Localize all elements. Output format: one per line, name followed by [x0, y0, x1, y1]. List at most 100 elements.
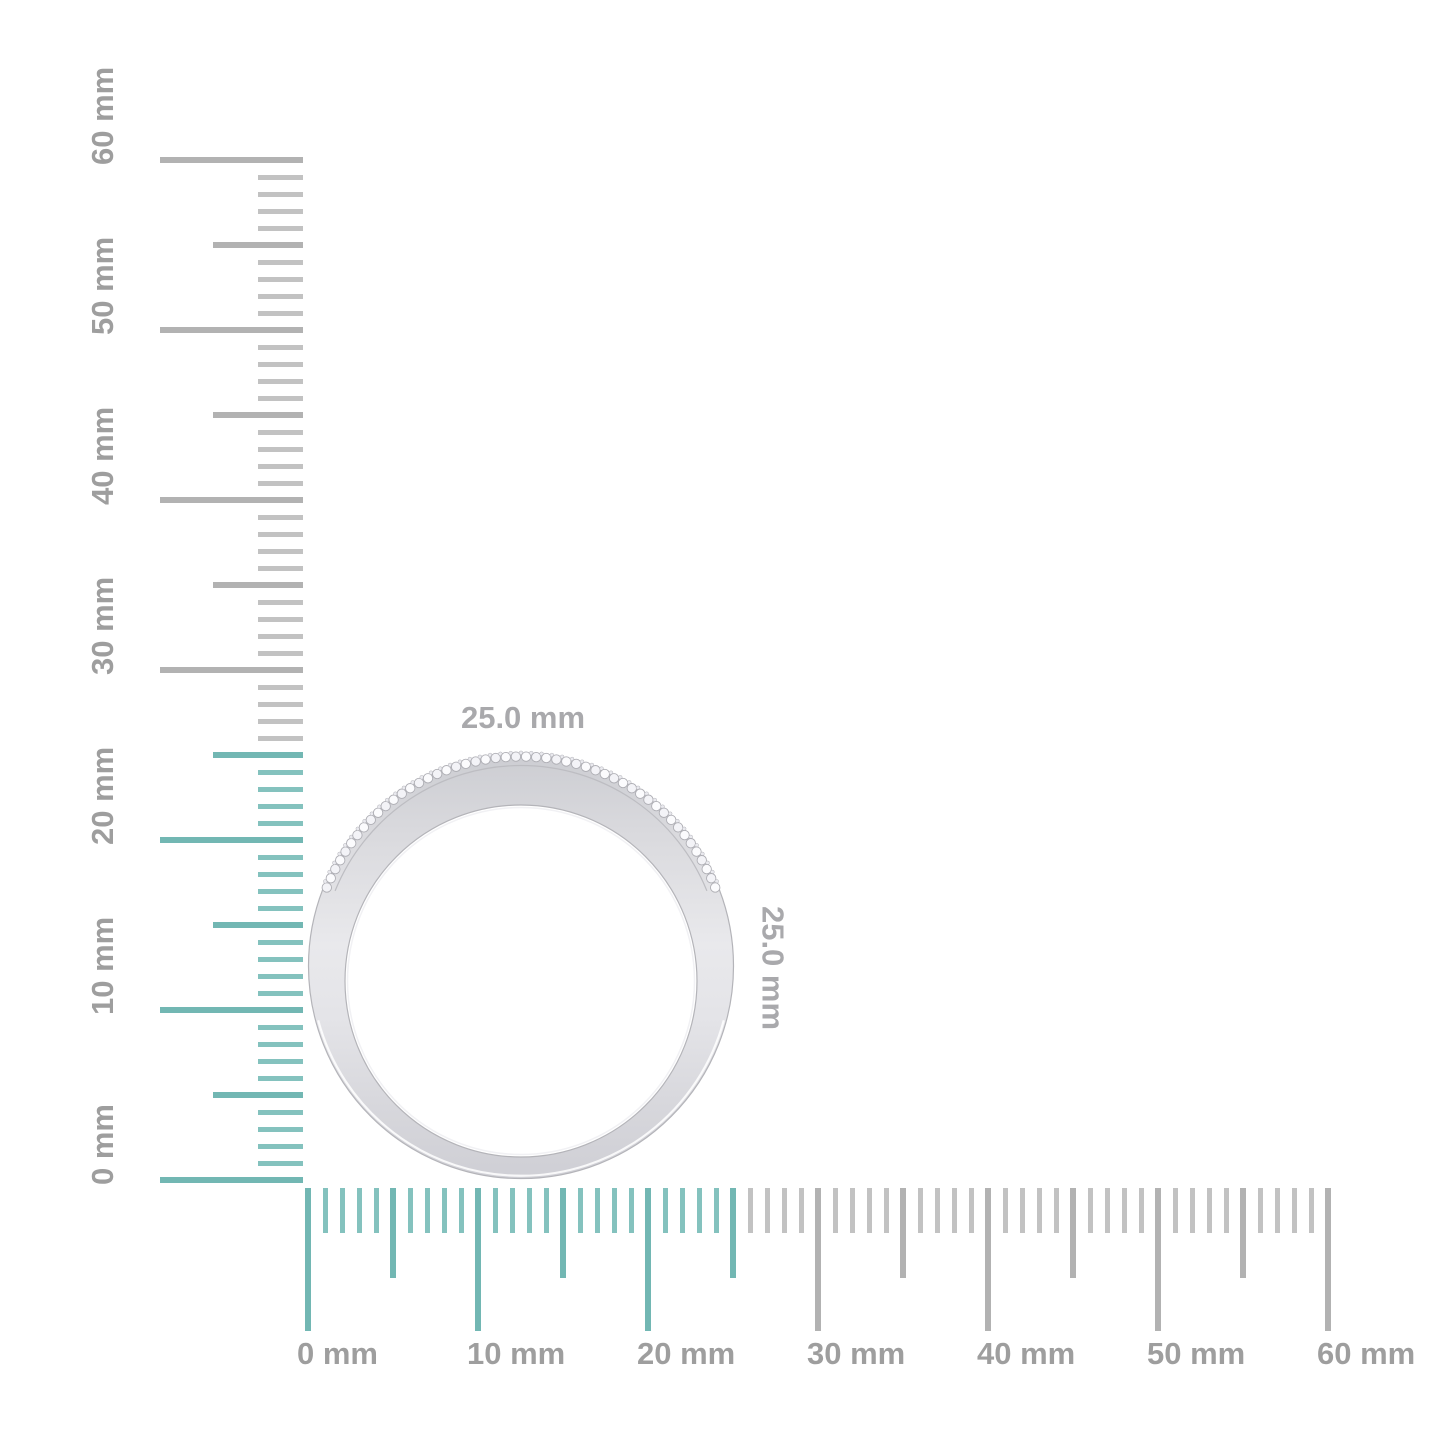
horizontal-tick-12mm: [509, 1188, 515, 1233]
horizontal-tick-24mm: [713, 1188, 719, 1233]
horizontal-tick-19mm: [628, 1188, 634, 1233]
vertical-tick-25mm: [213, 752, 303, 758]
vertical-tick-3mm: [258, 1126, 303, 1132]
horizontal-tick-2mm: [339, 1188, 345, 1233]
horizontal-tick-47mm: [1104, 1188, 1110, 1233]
vertical-tick-47mm: [258, 378, 303, 384]
vertical-tick-27mm: [258, 718, 303, 724]
vertical-tick-33mm: [258, 616, 303, 622]
horizontal-tick-52mm: [1189, 1188, 1195, 1233]
horizontal-tick-13mm: [526, 1188, 532, 1233]
horizontal-tick-58mm: [1291, 1188, 1297, 1233]
vertical-tick-18mm: [258, 871, 303, 877]
horizontal-tick-60mm: [1325, 1188, 1331, 1331]
horizontal-tick-18mm: [611, 1188, 617, 1233]
vertical-tick-2mm: [258, 1143, 303, 1149]
vertical-tick-57mm: [258, 208, 303, 214]
vertical-tick-6mm: [258, 1075, 303, 1081]
vertical-tick-4mm: [258, 1109, 303, 1115]
horizontal-tick-32mm: [849, 1188, 855, 1233]
horizontal-tick-1mm: [322, 1188, 328, 1233]
vertical-tick-40mm: [160, 497, 303, 503]
vertical-tick-30mm: [160, 667, 303, 673]
horizontal-tick-35mm: [900, 1188, 906, 1278]
vertical-tick-0mm: [160, 1177, 303, 1183]
horizontal-tick-8mm: [441, 1188, 447, 1233]
horizontal-tick-56mm: [1257, 1188, 1263, 1233]
horizontal-ruler-label-20mm: 20 mm: [637, 1336, 736, 1371]
vertical-tick-5mm: [213, 1092, 303, 1098]
horizontal-tick-42mm: [1019, 1188, 1025, 1233]
horizontal-ruler-label-50mm: 50 mm: [1147, 1336, 1246, 1371]
horizontal-tick-14mm: [543, 1188, 549, 1233]
pave-diamonds: [321, 750, 721, 893]
vertical-tick-39mm: [258, 514, 303, 520]
horizontal-tick-11mm: [492, 1188, 498, 1233]
vertical-tick-13mm: [258, 956, 303, 962]
band-bottom-highlight: [317, 1020, 725, 1177]
horizontal-tick-57mm: [1274, 1188, 1280, 1233]
horizontal-tick-48mm: [1121, 1188, 1127, 1233]
horizontal-ruler-label-30mm: 30 mm: [807, 1336, 906, 1371]
vertical-tick-36mm: [258, 565, 303, 571]
horizontal-tick-6mm: [407, 1188, 413, 1233]
horizontal-tick-21mm: [662, 1188, 668, 1233]
horizontal-tick-26mm: [747, 1188, 753, 1233]
horizontal-tick-38mm: [951, 1188, 957, 1233]
vertical-tick-17mm: [258, 888, 303, 894]
horizontal-ruler-label-10mm: 10 mm: [467, 1336, 566, 1371]
horizontal-tick-49mm: [1138, 1188, 1144, 1233]
vertical-tick-8mm: [258, 1041, 303, 1047]
vertical-tick-49mm: [258, 344, 303, 350]
vertical-tick-53mm: [258, 276, 303, 282]
vertical-tick-11mm: [258, 990, 303, 996]
vertical-tick-14mm: [258, 939, 303, 945]
horizontal-tick-28mm: [781, 1188, 787, 1233]
vertical-tick-60mm: [160, 157, 303, 163]
vertical-tick-37mm: [258, 548, 303, 554]
horizontal-tick-50mm: [1155, 1188, 1161, 1331]
horizontal-tick-16mm: [577, 1188, 583, 1233]
horizontal-tick-44mm: [1053, 1188, 1059, 1233]
horizontal-tick-34mm: [883, 1188, 889, 1233]
horizontal-tick-29mm: [798, 1188, 804, 1233]
horizontal-tick-9mm: [458, 1188, 464, 1233]
horizontal-tick-41mm: [1002, 1188, 1008, 1233]
vertical-tick-54mm: [258, 259, 303, 265]
horizontal-tick-40mm: [985, 1188, 991, 1331]
vertical-tick-43mm: [258, 446, 303, 452]
horizontal-tick-15mm: [560, 1188, 566, 1278]
vertical-tick-9mm: [258, 1024, 303, 1030]
horizontal-tick-4mm: [373, 1188, 379, 1233]
horizontal-tick-53mm: [1206, 1188, 1212, 1233]
horizontal-tick-37mm: [934, 1188, 940, 1233]
horizontal-tick-22mm: [679, 1188, 685, 1233]
vertical-tick-22mm: [258, 803, 303, 809]
vertical-tick-15mm: [213, 922, 303, 928]
vertical-tick-41mm: [258, 480, 303, 486]
vertical-tick-42mm: [258, 463, 303, 469]
vertical-tick-44mm: [258, 429, 303, 435]
horizontal-tick-27mm: [764, 1188, 770, 1233]
vertical-tick-56mm: [258, 225, 303, 231]
horizontal-tick-7mm: [424, 1188, 430, 1233]
vertical-tick-35mm: [213, 582, 303, 588]
vertical-tick-20mm: [160, 837, 303, 843]
horizontal-tick-55mm: [1240, 1188, 1246, 1278]
vertical-tick-45mm: [213, 412, 303, 418]
horizontal-tick-10mm: [475, 1188, 481, 1331]
horizontal-tick-45mm: [1070, 1188, 1076, 1278]
vertical-tick-55mm: [213, 242, 303, 248]
horizontal-ruler-label-60mm: 60 mm: [1317, 1336, 1416, 1371]
horizontal-ruler-label-0mm: 0 mm: [297, 1336, 378, 1371]
horizontal-tick-31mm: [832, 1188, 838, 1233]
vertical-tick-31mm: [258, 650, 303, 656]
vertical-tick-26mm: [258, 735, 303, 741]
vertical-tick-52mm: [258, 293, 303, 299]
vertical-tick-21mm: [258, 820, 303, 826]
vertical-tick-50mm: [160, 327, 303, 333]
vertical-tick-34mm: [258, 599, 303, 605]
vertical-tick-12mm: [258, 973, 303, 979]
vertical-tick-38mm: [258, 531, 303, 537]
